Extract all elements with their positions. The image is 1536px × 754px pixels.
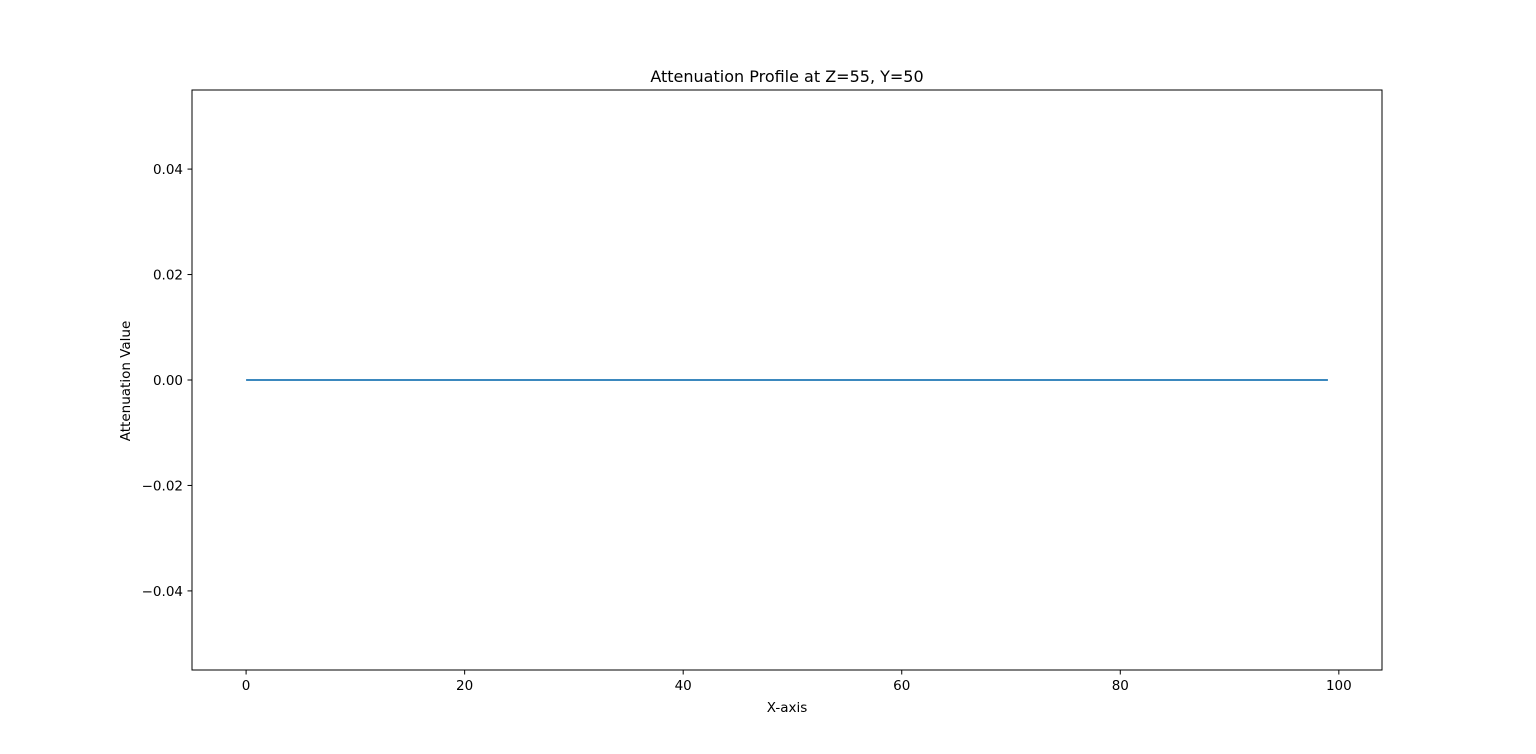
y-axis-label: Attenuation Value xyxy=(118,321,134,442)
y-axis-ticks: −0.04 −0.02 0.00 0.02 0.04 xyxy=(142,162,192,600)
x-axis-ticks: 0 20 40 60 80 100 xyxy=(242,670,1352,694)
x-tick-label: 40 xyxy=(675,678,692,694)
y-tick-label: 0.02 xyxy=(153,268,183,284)
y-tick-label: 0.04 xyxy=(153,162,183,178)
x-tick-label: 20 xyxy=(456,678,473,694)
x-tick-label: 100 xyxy=(1326,678,1352,694)
y-tick-label: −0.02 xyxy=(142,478,183,494)
x-tick-label: 60 xyxy=(893,678,910,694)
y-tick-label: 0.00 xyxy=(153,373,183,389)
y-tick-label: −0.04 xyxy=(142,584,183,600)
x-axis-label: X-axis xyxy=(767,700,808,716)
x-tick-label: 0 xyxy=(242,678,251,694)
chart-title: Attenuation Profile at Z=55, Y=50 xyxy=(650,67,923,86)
x-tick-label: 80 xyxy=(1112,678,1129,694)
